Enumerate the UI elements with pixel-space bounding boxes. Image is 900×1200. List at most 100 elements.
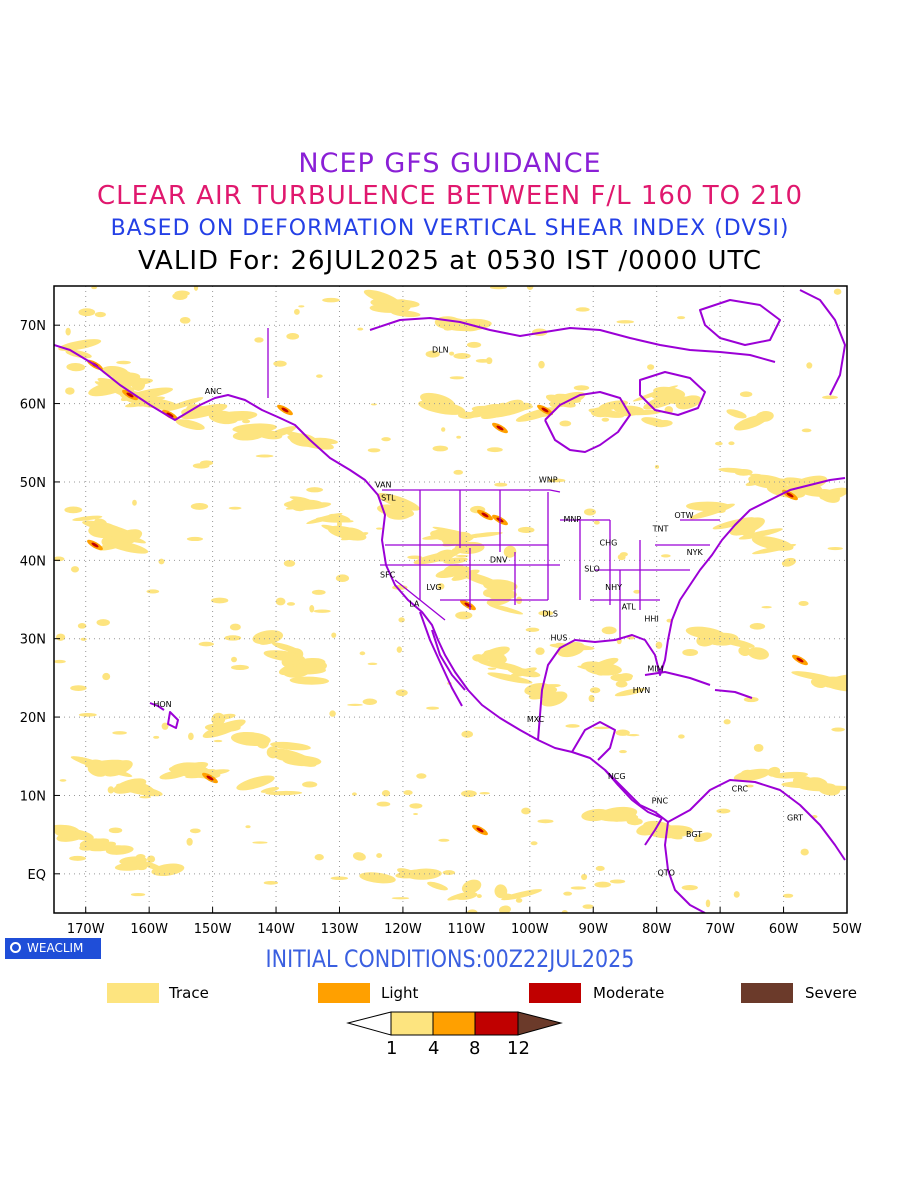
trace-patch — [179, 316, 191, 324]
trace-patch — [738, 646, 751, 657]
moderate-patch — [481, 512, 489, 518]
x-tick-label: 140W — [257, 922, 295, 937]
trace-patch — [359, 651, 366, 656]
city-label: STL — [381, 494, 396, 503]
trace-patch — [565, 724, 580, 728]
trace-patch — [451, 547, 463, 554]
trace-patch — [59, 779, 67, 782]
trace-patch — [453, 469, 463, 475]
trace-patch — [80, 637, 87, 641]
trace-patch — [283, 560, 296, 567]
trace-patch — [432, 445, 449, 452]
trace-patch — [270, 741, 311, 751]
trace-patch — [376, 493, 420, 511]
trace-patch — [395, 689, 408, 697]
trace-patch — [130, 892, 146, 897]
plot-frame — [53, 285, 848, 914]
trace-patch — [598, 400, 629, 411]
trace-patch — [739, 391, 753, 398]
trace-patch — [416, 773, 427, 779]
trace-patch — [617, 553, 626, 561]
trace-patch — [755, 411, 774, 422]
trace-patch — [704, 632, 727, 646]
trace-patch — [677, 316, 686, 320]
city-label: OTW — [674, 511, 693, 520]
state-boundaries — [267, 328, 720, 640]
trace-patch — [521, 807, 531, 815]
trace-patch — [482, 579, 518, 592]
city-label: QTO — [657, 868, 674, 877]
trace-patch — [538, 360, 545, 369]
city-label: MNP — [563, 515, 581, 524]
legend-label-light: Light — [381, 984, 419, 1002]
city-label: HHI — [644, 614, 658, 623]
trace-patch — [359, 872, 396, 884]
colorbar-label-12: 12 — [507, 1038, 530, 1059]
trace-patch — [425, 350, 440, 358]
trace-patch — [70, 566, 80, 573]
trace-patch — [467, 909, 478, 913]
trace-patch — [357, 327, 364, 331]
trace-patch — [252, 841, 268, 844]
trace-patch — [549, 643, 595, 651]
trace-patch — [232, 429, 265, 441]
x-tick-label: 70W — [705, 922, 735, 937]
trace-patch — [641, 417, 668, 427]
trace-patch — [783, 893, 794, 898]
trace-patch — [798, 600, 809, 606]
trace-patch — [650, 392, 689, 405]
trace-patch — [153, 735, 160, 739]
weaclim-logo: WEACLIM — [5, 938, 101, 959]
trace-patch — [733, 768, 771, 782]
trace-patch — [289, 433, 318, 447]
trace-patch — [286, 602, 296, 606]
trace-patch — [449, 351, 455, 356]
trace-patch — [820, 489, 847, 499]
trace-patch — [530, 841, 538, 846]
trace-patch — [112, 731, 127, 735]
trace-patch — [620, 673, 634, 679]
legend-label-moderate: Moderate — [593, 984, 665, 1002]
colorbar-label-8: 8 — [469, 1038, 481, 1059]
trace-patch — [289, 496, 312, 502]
trace-patch — [273, 360, 287, 367]
city-label: SLO — [584, 564, 600, 573]
trace-patch — [335, 574, 350, 583]
trace-patch — [367, 662, 378, 666]
trace-patch — [437, 583, 445, 590]
trace-patch — [458, 411, 476, 419]
trace-patch — [265, 790, 303, 796]
trace-patch — [312, 437, 338, 445]
trace-patch — [256, 736, 270, 749]
trace-patch — [461, 730, 473, 738]
trace-patch — [116, 360, 131, 365]
trace-patch — [501, 889, 543, 901]
trace-patch — [54, 659, 66, 664]
trace-patch — [242, 419, 251, 424]
moderate-patch — [786, 492, 794, 498]
trace-patch — [487, 672, 533, 684]
trace-patch — [827, 546, 843, 551]
trace-patch — [716, 808, 731, 814]
axis-ticks: 170W 160W 150W 140W 130W 120W 110W 100W 90W 80W 70… — [20, 319, 862, 937]
trace-patch — [581, 661, 604, 670]
trace-patch — [376, 527, 383, 530]
trace-patch — [139, 795, 152, 799]
trace-patch — [212, 410, 258, 422]
trace-patch — [647, 364, 655, 370]
trace-patch — [573, 385, 590, 391]
trace-patch — [747, 647, 769, 660]
colorbar-segment-trace — [390, 1011, 434, 1036]
x-tick-label: 150W — [194, 922, 232, 937]
city-label: GRT — [787, 814, 803, 823]
legend-swatch-light — [318, 983, 370, 1003]
trace-patch — [581, 873, 588, 881]
trace-patch — [461, 879, 482, 894]
trace-patch — [455, 611, 473, 620]
trace-patch — [352, 792, 357, 796]
trace-patch — [163, 397, 204, 412]
trace-patch — [761, 605, 772, 609]
coastlines-and-borders — [54, 289, 846, 913]
x-tick-label: 60W — [769, 922, 799, 937]
